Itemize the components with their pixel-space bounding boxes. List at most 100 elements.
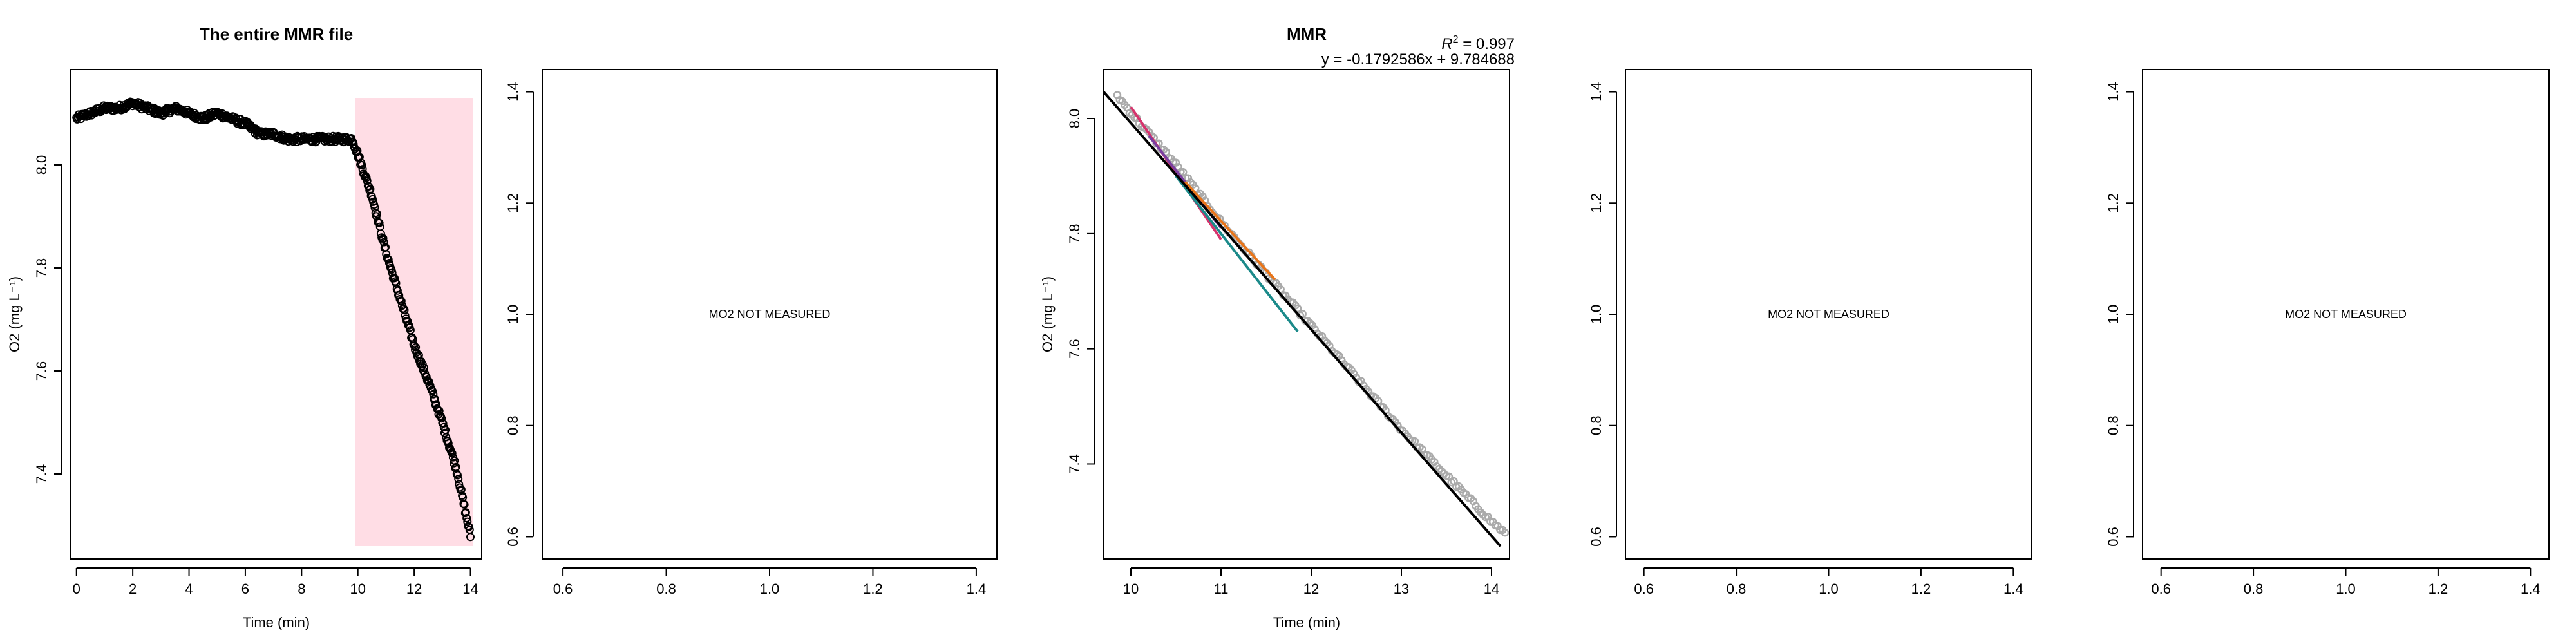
data-point xyxy=(362,173,371,182)
data-point xyxy=(461,508,470,517)
segment-line-3 xyxy=(1184,180,1276,281)
data-point xyxy=(363,176,372,185)
x-tick-label: 11 xyxy=(1214,581,1229,597)
y-tick-label: 1.0 xyxy=(505,305,521,325)
data-point xyxy=(422,372,431,381)
data-point xyxy=(410,341,419,350)
data-point xyxy=(349,140,358,149)
plot-frame xyxy=(542,69,998,560)
data-point xyxy=(1501,528,1510,537)
data-point xyxy=(430,394,439,403)
x-axis-title: Time (min) xyxy=(1273,614,1340,630)
panel-3: 10 11 12 13 14 7.4 7.6 7.8 8.0 Time (min) O2 (mg L… xyxy=(1039,24,1515,630)
x-tick-label: 10 xyxy=(350,581,365,597)
y-tick-label: 7.4 xyxy=(33,464,50,484)
plot-frame xyxy=(1103,69,1510,560)
x-tick-label: 12 xyxy=(1303,581,1319,597)
x-tick-label: 1.4 xyxy=(2521,581,2541,597)
x-tick-label: 13 xyxy=(1394,581,1409,597)
y-tick-label: 7.6 xyxy=(33,361,50,381)
x-axis: 0.6 0.8 1.0 1.2 1.4 xyxy=(2151,567,2541,597)
x-tick-label: 0 xyxy=(73,581,80,597)
data-point xyxy=(453,471,462,480)
panel-title: The entire MMR file xyxy=(200,24,353,44)
y-tick-label: 1.0 xyxy=(2105,305,2121,325)
data-point xyxy=(459,499,468,508)
y-tick-label: 0.6 xyxy=(1588,527,1604,547)
data-point xyxy=(463,517,472,526)
y-tick-label: 8.0 xyxy=(1066,109,1083,129)
data-point xyxy=(454,475,463,484)
y-tick-label: 0.6 xyxy=(505,527,521,547)
y-tick-label: 0.8 xyxy=(505,415,521,435)
data-point xyxy=(429,390,438,399)
x-tick-label: 0.6 xyxy=(2151,581,2171,597)
x-tick-label: 6 xyxy=(242,581,249,597)
data-point xyxy=(435,406,444,415)
y-tick-label: 0.8 xyxy=(2105,415,2121,435)
data-point xyxy=(455,480,464,489)
y-tick-label: 1.4 xyxy=(1588,82,1604,102)
data-point xyxy=(448,449,457,458)
x-tick-label: 0.8 xyxy=(656,581,676,597)
data-points xyxy=(72,97,475,542)
panel-title: MMR xyxy=(1287,24,1327,44)
y-axis: 0.6 0.8 1.0 1.2 1.4 xyxy=(1588,82,1617,547)
data-point xyxy=(387,265,396,274)
data-point xyxy=(379,238,388,247)
y-tick-label: 0.8 xyxy=(1588,415,1604,435)
y-axis: 7.4 7.6 7.8 8.0 xyxy=(33,155,62,484)
x-tick-label: 0.8 xyxy=(2244,581,2264,597)
y-tick-label: 1.2 xyxy=(2105,193,2121,213)
x-tick-label: 1.0 xyxy=(2336,581,2356,597)
x-tick-label: 4 xyxy=(185,581,193,597)
data-point xyxy=(1293,304,1302,313)
fit-line xyxy=(1103,91,1502,547)
data-points xyxy=(1113,91,1510,537)
data-point xyxy=(400,306,409,315)
data-point xyxy=(420,363,429,372)
data-point xyxy=(1410,437,1419,446)
y-tick-label: 1.2 xyxy=(1588,193,1604,213)
data-point xyxy=(412,348,421,357)
regression-equation: y = -0.1792586x + 9.784688 xyxy=(1321,51,1515,68)
y-tick-label: 7.8 xyxy=(1066,224,1083,244)
x-axis: 10 11 12 13 14 xyxy=(1123,567,1499,597)
data-point xyxy=(397,297,406,306)
x-axis: 0 2 4 6 8 10 12 14 xyxy=(73,567,478,597)
y-axis: 0.6 0.8 1.0 1.2 1.4 xyxy=(2105,82,2134,547)
x-tick-label: 1.2 xyxy=(863,581,883,597)
x-axis: 0.6 0.8 1.0 1.2 1.4 xyxy=(1634,567,2023,597)
y-tick-label: 1.4 xyxy=(505,82,521,102)
data-point xyxy=(462,514,471,522)
segment-line-4 xyxy=(1175,175,1299,333)
data-point xyxy=(393,286,402,295)
y-tick-label: 0.6 xyxy=(2105,527,2121,547)
r-squared-label: R2 = 0.997 xyxy=(1441,34,1515,53)
not-measured-message: MO2 NOT MEASURED xyxy=(1768,308,1889,321)
plot-frame xyxy=(1625,69,2032,560)
data-point xyxy=(376,229,385,238)
y-tick-label: 8.0 xyxy=(33,155,50,175)
data-point xyxy=(375,218,384,227)
x-tick-label: 1.2 xyxy=(1911,581,1931,597)
panel-2: 0.6 0.8 1.0 1.2 1.4 0.6 0.8 1.0 1.2 1.4 MO2 NOT ME… xyxy=(505,69,998,597)
y-tick-label: 7.4 xyxy=(1066,454,1083,474)
x-tick-label: 1.2 xyxy=(2429,581,2448,597)
data-point xyxy=(466,533,475,542)
data-point xyxy=(432,400,440,409)
not-measured-message: MO2 NOT MEASURED xyxy=(709,308,831,321)
x-tick-label: 8 xyxy=(298,581,305,597)
y-tick-label: 1.0 xyxy=(1588,305,1604,325)
data-point xyxy=(437,414,446,423)
plot-frame xyxy=(70,69,482,560)
x-tick-label: 10 xyxy=(1123,581,1139,597)
data-point xyxy=(379,234,388,243)
data-point xyxy=(412,343,421,352)
data-point xyxy=(357,161,366,169)
x-tick-label: 0.6 xyxy=(553,581,573,597)
x-tick-label: 14 xyxy=(1484,581,1499,597)
y-tick-label: 1.4 xyxy=(2105,82,2121,102)
x-tick-label: 1.0 xyxy=(1819,581,1839,597)
